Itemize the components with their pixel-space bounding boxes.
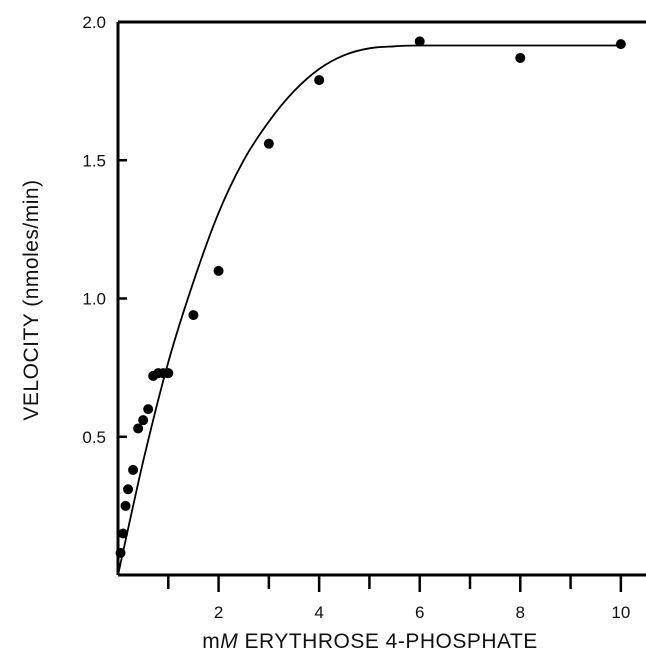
data-point <box>138 415 149 426</box>
x-tick-label: 8 <box>516 603 525 622</box>
data-point <box>133 423 144 434</box>
data-point <box>213 265 224 276</box>
x-tick-label: 10 <box>611 603 630 622</box>
data-point <box>163 368 174 379</box>
x-tick-label: 2 <box>214 603 223 622</box>
x-tick-label: 6 <box>415 603 424 622</box>
data-point <box>128 464 139 475</box>
y-tick-label: 0.5 <box>82 428 106 447</box>
x-axis-title: mM ERYTHROSE 4-PHOSPHATE <box>202 630 538 653</box>
y-tick-label: 1.5 <box>82 151 106 170</box>
data-point <box>263 138 274 149</box>
y-tick-label: 2.0 <box>82 13 106 32</box>
data-points <box>115 36 626 558</box>
tick-labels: 2 4 6 8 10 0.5 1.0 1.5 2.0 <box>82 13 630 622</box>
x-axis-title-prefix: m <box>202 630 220 653</box>
y-axis-title: VELOCITY (nmoles/min) <box>20 179 43 420</box>
data-point <box>115 547 126 558</box>
data-point <box>143 404 154 415</box>
data-point <box>615 39 626 50</box>
data-point <box>414 36 425 47</box>
data-point <box>120 500 131 511</box>
ticks <box>118 20 623 592</box>
data-point <box>118 528 129 539</box>
x-tick-label: 4 <box>314 603 323 622</box>
data-point <box>515 52 526 63</box>
data-point <box>188 310 199 321</box>
data-point <box>314 75 325 86</box>
data-point <box>123 484 134 495</box>
x-axis-title-unit: M <box>220 630 238 653</box>
y-tick-label: 1.0 <box>82 290 106 309</box>
x-axis-title-rest: ERYTHROSE 4-PHOSPHATE <box>238 630 538 653</box>
axes <box>116 20 646 577</box>
